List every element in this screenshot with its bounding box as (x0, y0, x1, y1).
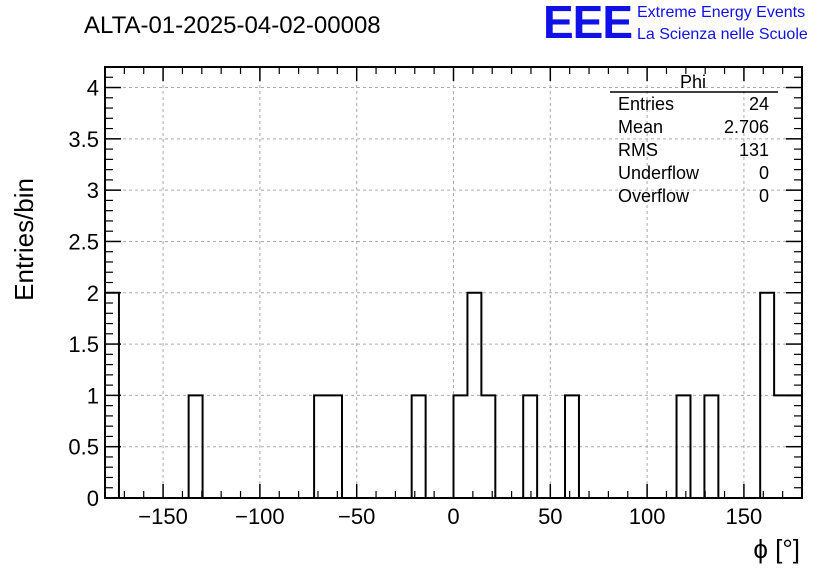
logo-line-2: La Scienza nelle Scuole (637, 26, 808, 43)
stats-row-label: RMS (618, 140, 658, 160)
y-tick-labels: 0 0.5 1 1.5 2 2.5 3 3.5 4 (68, 76, 99, 511)
stats-row-label: Underflow (618, 163, 700, 183)
x-tick-label: −50 (338, 504, 375, 529)
y-tick-label: 0 (87, 486, 99, 511)
y-tick-label: 3 (87, 178, 99, 203)
stats-row-value: 24 (749, 94, 769, 114)
y-tick-label: 1 (87, 383, 99, 408)
stats-row-label: Overflow (618, 186, 690, 206)
y-tick-label: 4 (87, 76, 99, 101)
x-tick-label: 100 (629, 504, 666, 529)
x-axis-title: ϕ [°] (753, 534, 800, 564)
axis-ticks (105, 67, 802, 499)
stats-rows: Entries 24 Mean 2.706 RMS 131 Underflow 0 Overfl… (618, 94, 769, 206)
chart-title: ALTA-01-2025-04-02-00008 (84, 12, 381, 39)
logo-line-1: Extreme Energy Events (637, 4, 805, 21)
stats-box: Phi Entries 24 Mean 2.706 RMS 131 Underflow 0 Ov… (610, 72, 778, 206)
y-tick-label: 0.5 (68, 435, 99, 460)
stats-row-value: 2.706 (724, 117, 769, 137)
x-tick-label: −100 (235, 504, 285, 529)
y-tick-label: 2.5 (68, 229, 99, 254)
x-tick-label: 50 (538, 504, 562, 529)
stats-row-value: 0 (759, 186, 769, 206)
x-tick-labels: −150 −100 −50 0 50 100 150 (138, 504, 762, 529)
stats-row-value: 0 (759, 163, 769, 183)
stats-row-label: Entries (618, 94, 674, 114)
stats-row-label: Mean (618, 117, 663, 137)
stats-header: Phi (680, 72, 706, 92)
y-tick-label: 2 (87, 281, 99, 306)
x-tick-label: 0 (447, 504, 459, 529)
stats-row-value: 131 (739, 140, 769, 160)
x-tick-label: 150 (726, 504, 763, 529)
y-tick-label: 1.5 (68, 332, 99, 357)
y-axis-title: Entries/bin (9, 178, 39, 301)
y-tick-label: 3.5 (68, 127, 99, 152)
x-tick-label: −150 (138, 504, 188, 529)
eee-logo-mark: EEE (543, 0, 632, 48)
